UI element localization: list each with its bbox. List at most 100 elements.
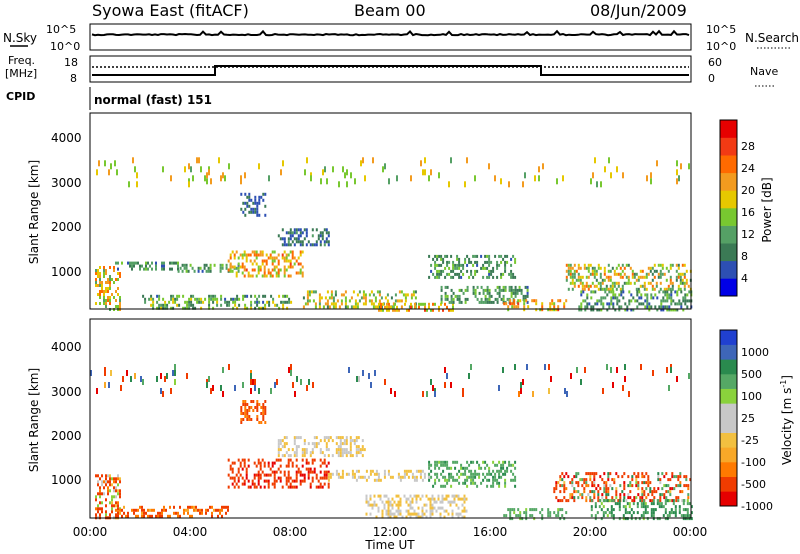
- velocity-cell: [439, 512, 442, 516]
- power-cell: [103, 290, 105, 293]
- power-cell: [318, 305, 321, 309]
- velocity-cell: [115, 508, 117, 512]
- power-cell: [350, 172, 352, 179]
- velocity-cell: [131, 508, 133, 512]
- velocity-cell: [358, 376, 360, 382]
- velocity-cell: [250, 379, 252, 385]
- velocity-cell: [462, 391, 464, 397]
- power-cell: [151, 267, 153, 271]
- velocity-cell: [605, 493, 608, 497]
- velocity-cell: [195, 505, 197, 509]
- velocity-cell: [339, 445, 342, 449]
- velocity-cell: [295, 448, 298, 452]
- power-cell: [285, 256, 288, 260]
- power-cell: [241, 265, 244, 269]
- velocity-cell: [110, 370, 112, 376]
- velocity-cell: [99, 492, 101, 496]
- velocity-cell: [557, 481, 560, 485]
- velocity-cell: [431, 494, 434, 498]
- velocity-cell: [174, 379, 176, 385]
- power-cell: [653, 275, 656, 279]
- power-cell: [301, 274, 304, 278]
- velocity-cell: [179, 514, 181, 518]
- power-cell: [674, 302, 677, 306]
- power-cell: [440, 254, 443, 258]
- velocity-cell: [641, 487, 644, 491]
- velocity-cell: [353, 442, 356, 446]
- power-cell: [117, 267, 119, 271]
- power-cell: [113, 281, 115, 284]
- power-cell: [679, 272, 682, 276]
- velocity-cell: [335, 472, 338, 476]
- velocity-cell: [97, 480, 99, 484]
- velocity-cell: [243, 479, 246, 483]
- power-cell: [664, 305, 667, 309]
- power-cell: [621, 263, 624, 267]
- power-cell: [662, 290, 665, 294]
- power-cell: [609, 275, 612, 279]
- power-cell: [542, 163, 544, 170]
- power-cell: [581, 275, 584, 279]
- velocity-cell: [287, 485, 290, 489]
- velocity-cell: [339, 442, 342, 446]
- velocity-cell: [652, 514, 655, 518]
- power-cell: [587, 287, 590, 291]
- power-cell: [317, 234, 320, 238]
- velocity-cell: [405, 472, 408, 476]
- power-cell: [372, 157, 374, 164]
- velocity-cell: [409, 506, 412, 510]
- velocity-cell: [251, 482, 254, 486]
- power-cell: [253, 250, 256, 254]
- velocity-cell: [409, 469, 412, 473]
- power-cell: [115, 261, 117, 265]
- power-cell: [474, 294, 477, 298]
- power-cell: [286, 306, 289, 310]
- power-cell: [582, 299, 585, 303]
- power-cell: [396, 299, 399, 303]
- power-cell: [261, 274, 264, 278]
- power-cell: [632, 296, 635, 300]
- power-cell: [672, 299, 675, 303]
- velocity-cell: [641, 496, 644, 500]
- velocity-cell: [569, 493, 572, 497]
- velocity-cell: [109, 474, 111, 478]
- velocity-cell: [101, 510, 103, 514]
- power-cell: [685, 278, 688, 282]
- velocity-cell: [569, 481, 572, 485]
- power-cell: [444, 294, 447, 298]
- power-cell: [256, 207, 259, 211]
- power-cell: [668, 308, 671, 312]
- power-cell: [244, 172, 246, 179]
- velocity-cell: [264, 412, 267, 415]
- velocity-cell: [566, 391, 568, 397]
- velocity-cell: [187, 508, 189, 512]
- power-cell: [510, 288, 513, 292]
- velocity-cell: [293, 454, 296, 458]
- velocity-cell: [243, 482, 246, 486]
- power-cell: [597, 263, 600, 267]
- power-cell: [585, 275, 588, 279]
- power-cell: [458, 260, 461, 264]
- velocity-cell: [514, 478, 517, 482]
- velocity-cell: [191, 514, 193, 518]
- power-cell: [412, 293, 415, 297]
- velocity-cell: [401, 475, 404, 479]
- power-cell: [599, 266, 602, 270]
- power-cell: [103, 272, 105, 275]
- velocity-cell: [264, 400, 267, 403]
- velocity-cell: [325, 442, 328, 446]
- power-cell: [221, 263, 224, 267]
- power-cell: [688, 299, 691, 303]
- power-cell: [590, 290, 593, 294]
- velocity-cell: [407, 497, 410, 501]
- velocity-cell: [472, 472, 475, 476]
- power-cell: [277, 262, 280, 266]
- power-cell: [436, 263, 439, 267]
- power-cell: [330, 293, 333, 297]
- power-cell: [659, 287, 662, 291]
- power-cell: [593, 275, 596, 279]
- velocity-cell: [169, 514, 171, 518]
- power-cell: [522, 294, 525, 298]
- velocity-cell: [575, 472, 578, 476]
- velocity-cell: [222, 391, 224, 397]
